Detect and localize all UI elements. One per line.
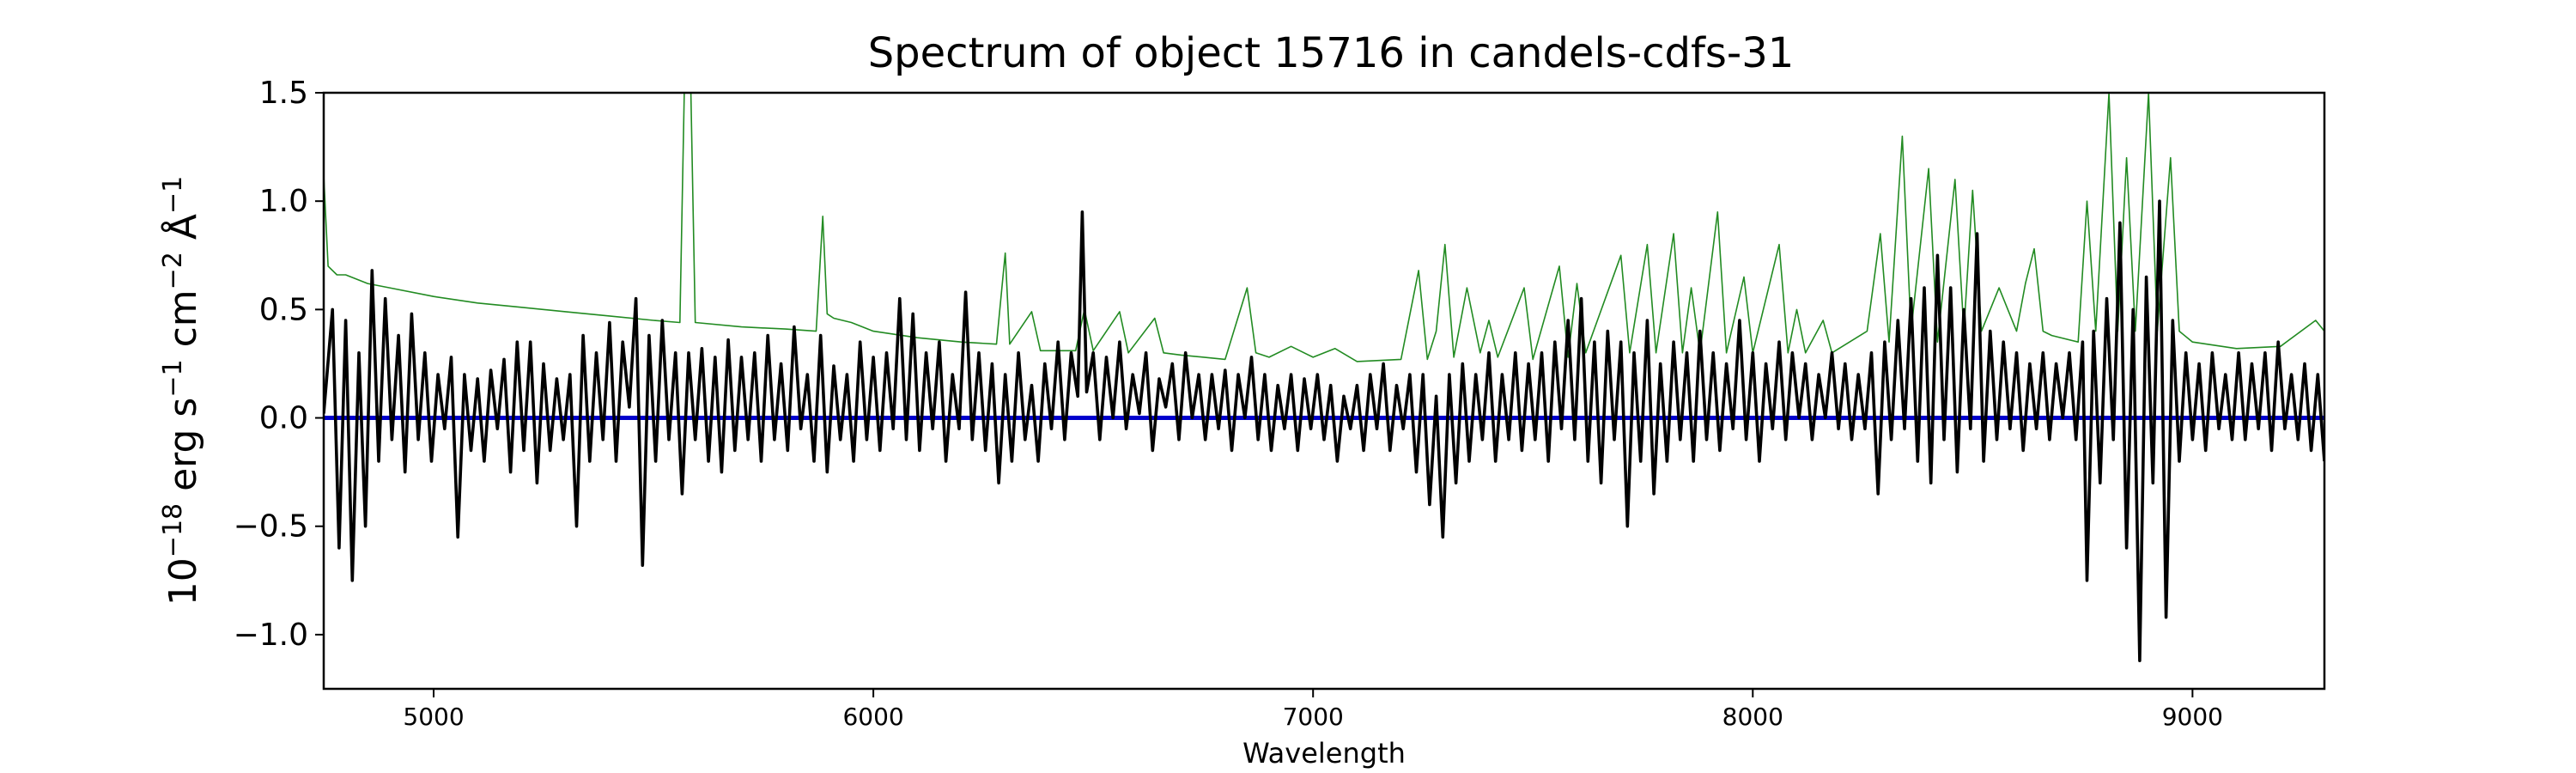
y-label-exp-1: −18: [158, 503, 188, 557]
x-tick-label: 6000: [842, 703, 903, 731]
x-tick-label: 8000: [1722, 703, 1783, 731]
y-tick-label: −0.5: [234, 509, 308, 545]
y-axis: 1.5 1.0 0.5 0.0 −0.5 −1.0: [234, 76, 324, 653]
y-label-exp-2: −1: [158, 359, 188, 397]
series-layer: [324, 93, 2324, 662]
x-axis: 5000 6000 7000 8000 9000: [403, 689, 2223, 731]
y-label-ang: Å: [160, 214, 205, 252]
plot-frame: [322, 91, 2326, 691]
y-tick-label: −1.0: [234, 618, 308, 653]
y-label-base: 10: [161, 557, 205, 606]
y-tick-label: 1.0: [259, 184, 308, 219]
y-tick-label: 0.0: [259, 401, 308, 436]
y-tick-label: 0.5: [259, 292, 308, 327]
x-tick-label: 7000: [1283, 703, 1344, 731]
y-tick-label: 1.5: [259, 76, 308, 111]
flux-series-line: [324, 199, 2324, 662]
x-axis-label: Wavelength: [1242, 737, 1406, 770]
x-tick-label: 5000: [403, 703, 464, 731]
y-label-exp-3: −2: [158, 252, 188, 289]
y-label-cm: cm: [161, 289, 205, 359]
y-axis-label: 10−18 erg s−1 cm−2 Å−1: [158, 176, 206, 606]
x-tick-label: 9000: [2162, 703, 2223, 731]
y-label-exp-4: −1: [158, 176, 188, 214]
y-label-erg: erg s: [161, 398, 205, 503]
noise-series-line: [324, 93, 2324, 362]
chart-title: Spectrum of object 15716 in candels-cdfs…: [868, 29, 1795, 77]
